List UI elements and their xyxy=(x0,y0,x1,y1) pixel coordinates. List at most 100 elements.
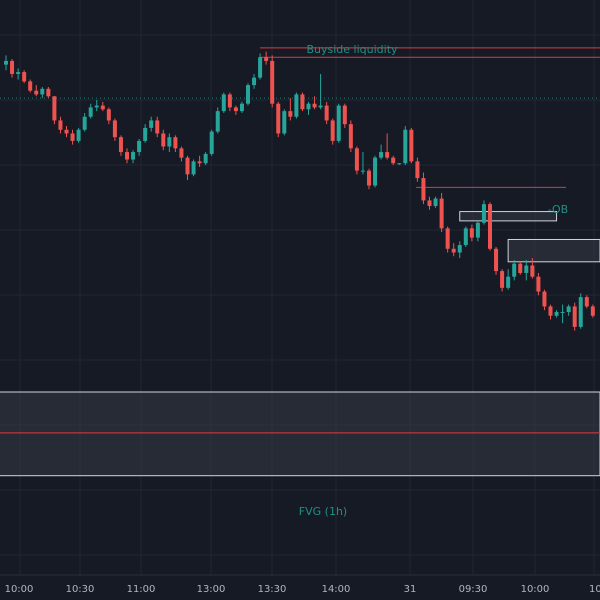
candle-down[interactable] xyxy=(173,135,178,153)
candle-down[interactable] xyxy=(312,96,317,110)
candle-down[interactable] xyxy=(542,289,547,311)
candle-down[interactable] xyxy=(530,258,535,279)
candle-down[interactable] xyxy=(518,261,523,275)
candle-down[interactable] xyxy=(288,98,293,121)
candle-down[interactable] xyxy=(161,129,166,151)
candle-down[interactable] xyxy=(233,105,238,115)
candle-up[interactable] xyxy=(215,107,220,134)
candle-down[interactable] xyxy=(439,192,444,233)
candle-up[interactable] xyxy=(221,92,226,113)
candle-up[interactable] xyxy=(578,293,583,329)
candle-down[interactable] xyxy=(52,96,57,125)
candle-down[interactable] xyxy=(46,86,51,99)
ob-zone-2[interactable] xyxy=(507,238,600,263)
candle-up[interactable] xyxy=(506,269,511,290)
candle-down[interactable] xyxy=(500,269,505,292)
candle-down[interactable] xyxy=(536,272,541,296)
candle-down[interactable] xyxy=(330,118,335,145)
candle-up[interactable] xyxy=(554,310,559,318)
candle-down[interactable] xyxy=(58,116,63,134)
candle-down[interactable] xyxy=(300,92,305,112)
candle-up[interactable] xyxy=(433,196,438,208)
candle-up[interactable] xyxy=(252,73,257,89)
candle-down[interactable] xyxy=(70,129,75,145)
candle-down[interactable] xyxy=(270,55,275,108)
fvg-zone[interactable] xyxy=(0,391,600,477)
candle-down[interactable] xyxy=(445,226,450,253)
candle-down[interactable] xyxy=(409,127,414,164)
candle-up[interactable] xyxy=(373,155,378,188)
candle-up[interactable] xyxy=(282,109,287,136)
candle-up[interactable] xyxy=(203,152,208,166)
candle-up[interactable] xyxy=(82,113,87,132)
candle-up[interactable] xyxy=(512,259,517,281)
candle-down[interactable] xyxy=(28,79,33,93)
candle-up[interactable] xyxy=(524,259,529,281)
candle-down[interactable] xyxy=(354,146,359,175)
candle-down[interactable] xyxy=(488,202,492,251)
candle-down[interactable] xyxy=(100,101,105,112)
candle-up[interactable] xyxy=(16,68,21,80)
candle-up[interactable] xyxy=(131,150,136,164)
candle-up[interactable] xyxy=(463,226,468,247)
candle-down[interactable] xyxy=(179,146,184,162)
candle-up[interactable] xyxy=(403,126,408,166)
candle-up[interactable] xyxy=(191,159,196,177)
candle-down[interactable] xyxy=(155,116,160,138)
candle-down[interactable] xyxy=(324,101,329,125)
candle-down[interactable] xyxy=(106,107,111,125)
candle-down[interactable] xyxy=(494,246,499,275)
candle-down[interactable] xyxy=(391,155,396,166)
candle-up[interactable] xyxy=(143,124,148,143)
candle-down[interactable] xyxy=(469,224,474,242)
candle-up[interactable] xyxy=(336,103,341,143)
candle-down[interactable] xyxy=(548,304,553,320)
candle-up[interactable] xyxy=(457,241,462,259)
candle-up[interactable] xyxy=(137,139,142,156)
candle-down[interactable] xyxy=(112,118,117,141)
candle-down[interactable] xyxy=(185,155,190,180)
candle-up[interactable] xyxy=(318,73,323,110)
candle-up[interactable] xyxy=(246,83,250,106)
candle-up[interactable] xyxy=(149,116,154,132)
candle-down[interactable] xyxy=(348,120,353,153)
candle-up[interactable] xyxy=(481,200,486,225)
candle-down[interactable] xyxy=(421,172,426,205)
candle-up[interactable] xyxy=(76,127,81,143)
candle-up[interactable] xyxy=(379,144,384,160)
candle-down[interactable] xyxy=(451,243,456,257)
candle-up[interactable] xyxy=(209,129,214,156)
candle-up[interactable] xyxy=(4,55,8,71)
candle-down[interactable] xyxy=(584,295,589,309)
candle-up[interactable] xyxy=(560,304,565,324)
candle-down[interactable] xyxy=(197,155,202,167)
candle-down[interactable] xyxy=(10,59,15,78)
candle-down[interactable] xyxy=(118,135,123,156)
candle-down[interactable] xyxy=(125,148,129,164)
candle-up[interactable] xyxy=(94,99,99,112)
candle-down[interactable] xyxy=(22,70,27,84)
candle-up[interactable] xyxy=(294,92,299,119)
candle-up[interactable] xyxy=(397,163,402,166)
candle-up[interactable] xyxy=(360,152,365,175)
candle-down[interactable] xyxy=(572,302,577,331)
candle-down[interactable] xyxy=(276,101,281,138)
candle-up[interactable] xyxy=(258,53,263,80)
candle-down[interactable] xyxy=(427,196,432,210)
candle-up[interactable] xyxy=(167,133,172,153)
candle-up[interactable] xyxy=(306,101,311,115)
candle-up[interactable] xyxy=(239,101,244,113)
candle-down[interactable] xyxy=(385,133,390,160)
candle-down[interactable] xyxy=(367,168,371,190)
x-axis[interactable]: 10:00 10:30 11:00 13:00 13:30 14:00 31 09:30 10:… xyxy=(0,574,600,595)
candle-down[interactable] xyxy=(264,51,269,65)
ob-zone-1[interactable] xyxy=(459,211,558,222)
candle-down[interactable] xyxy=(64,126,69,138)
candle-up[interactable] xyxy=(88,103,93,119)
candle-down[interactable] xyxy=(590,304,595,318)
candle-down[interactable] xyxy=(227,92,232,112)
candle-down[interactable] xyxy=(34,85,39,97)
candle-up[interactable] xyxy=(566,304,571,316)
candle-up[interactable] xyxy=(40,86,45,99)
